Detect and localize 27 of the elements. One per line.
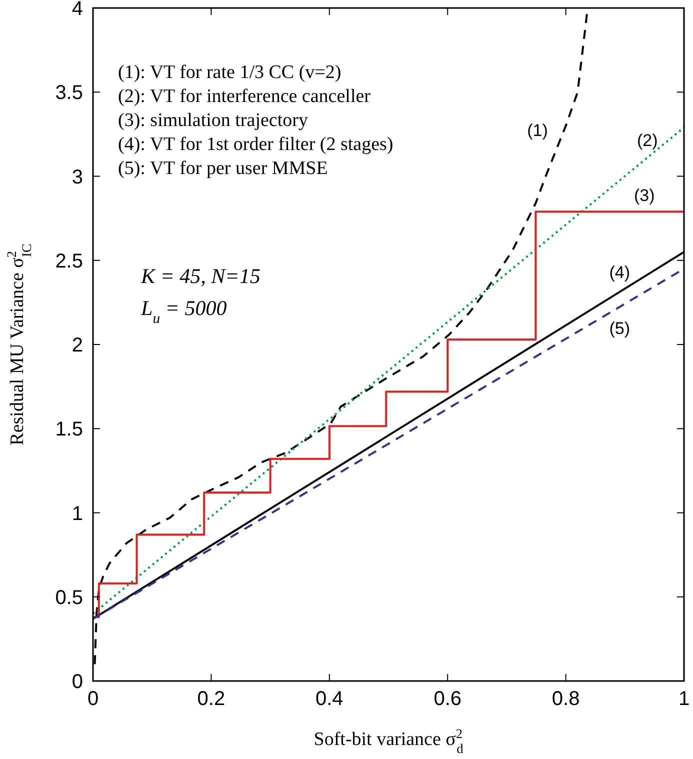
annotation: K = 45, N=15 (140, 264, 260, 288)
annotation: (1) (527, 120, 548, 140)
y-tick-label: 3.5 (55, 82, 83, 104)
x-tick-label: 1 (678, 688, 690, 710)
annotation: (3) (634, 186, 655, 205)
x-tick-label: 0.8 (552, 688, 580, 710)
annotation: (5): VT for per user MMSE (118, 158, 328, 179)
y-tick-label: 3 (72, 166, 83, 188)
annotation: (5) (609, 318, 630, 338)
annotation: L$_{u}$ = 5000 (140, 296, 228, 327)
y-tick-label: 2 (72, 334, 83, 356)
x-tick-label: 0.6 (434, 688, 462, 710)
y-tick-label: 4 (72, 0, 83, 20)
x-tick-label: 0.4 (315, 688, 344, 710)
annotation: (2) (636, 130, 658, 150)
annotation: (2): VT for interference canceller (118, 86, 372, 107)
annotation: (4): VT for 1st order filter (2 stages) (118, 134, 394, 155)
annotation: (1): VT for rate 1/3 CC (v=2) (118, 62, 342, 83)
x-tick-label: 0 (87, 688, 99, 710)
y-tick-label: 0 (72, 671, 83, 693)
y-tick-label: 1 (72, 502, 83, 525)
y-tick-label: 0.5 (55, 586, 83, 609)
annotation: (4) (609, 262, 630, 282)
x-tick-label: 0.2 (197, 688, 226, 710)
y-tick-label: 1.5 (55, 418, 83, 441)
y-tick-label: 2.5 (55, 250, 83, 272)
annotation: (3): simulation trajectory (118, 110, 308, 131)
